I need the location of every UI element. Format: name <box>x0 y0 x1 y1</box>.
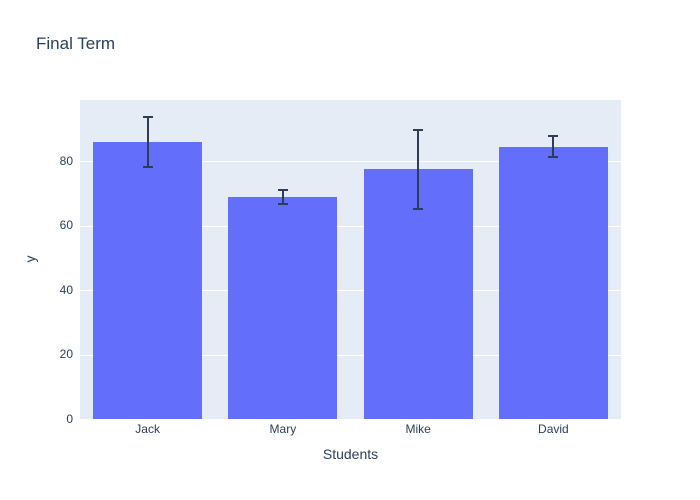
error-bar-cap <box>142 116 153 119</box>
error-bar-cap <box>413 129 424 131</box>
x-tick-label: Mary <box>269 422 297 436</box>
bar-mary[interactable] <box>228 196 338 419</box>
error-bar-cap <box>142 165 153 168</box>
y-tick-label: 0 <box>66 411 73 426</box>
x-axis-title: Students <box>322 446 379 462</box>
y-tick-label: 40 <box>59 282 73 297</box>
error-bar-david <box>552 135 555 158</box>
error-bar-cap <box>277 202 288 205</box>
gridline <box>80 290 621 292</box>
bar-mike[interactable] <box>363 169 473 419</box>
gridline <box>80 354 621 356</box>
gridline <box>80 161 621 163</box>
x-tick-label: David <box>538 422 569 436</box>
chart-title: Final Term <box>36 34 116 53</box>
y-tick-label: 60 <box>59 218 73 233</box>
error-bar-cap <box>413 207 424 210</box>
error-bar-mary <box>281 188 284 205</box>
y-tick-label: 20 <box>59 347 73 362</box>
error-bar-jack <box>146 116 149 168</box>
bar-david[interactable] <box>498 146 608 419</box>
error-bar-mike <box>417 129 420 210</box>
gridline <box>80 225 621 227</box>
error-bar-cap <box>277 188 288 191</box>
error-bar-cap <box>548 135 559 138</box>
x-tick-label: Jack <box>135 422 160 436</box>
plot-area <box>80 100 621 419</box>
x-tick-label: Mike <box>405 422 431 436</box>
bar-jack[interactable] <box>93 141 203 419</box>
error-bar-cap <box>548 156 559 158</box>
y-tick-label: 80 <box>59 153 73 168</box>
y-axis-title: y <box>22 255 38 263</box>
